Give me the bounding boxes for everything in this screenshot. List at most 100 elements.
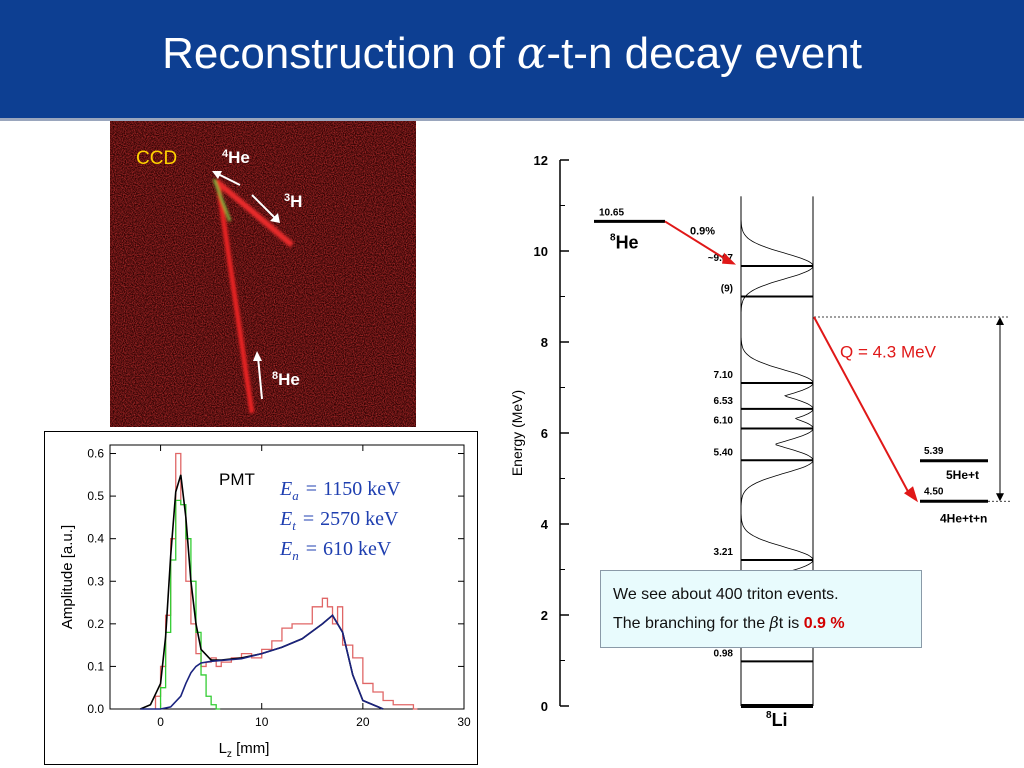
parent-energy-label: 10.65 [599, 207, 624, 218]
pmt-ytick-label: 0.1 [87, 659, 104, 673]
pmt-xtick-label: 30 [457, 715, 471, 729]
energy-value: 1150 keV [323, 478, 401, 500]
pmt-xlabel: Lz [mm] [219, 740, 270, 760]
label-3h: 3H [284, 192, 302, 211]
beta-arrow-head [722, 252, 736, 265]
q-value-label: Q = 4.3 MeV [840, 343, 937, 362]
pmt-xlabel-sub: z [227, 749, 232, 760]
arrow-8he [257, 356, 263, 400]
title-bar: Reconstruction of α-t-n decay event [0, 0, 1024, 121]
label-8he-symbol: He [278, 370, 300, 389]
level-ytick-label: 4 [541, 517, 549, 532]
pmt-ytick-label: 0.5 [87, 489, 104, 503]
energy-value: 2570 keV [320, 508, 399, 530]
energy-subscript: t [292, 518, 296, 533]
info-line-2-mid: t is [778, 615, 804, 632]
level-label: 6.53 [714, 396, 734, 407]
parent-symbol: He [616, 232, 639, 252]
energy-subscript: n [292, 548, 299, 563]
title-suffix: -t-n decay event [546, 29, 862, 78]
level-ytick-label: 2 [541, 608, 548, 623]
track-8he [215, 182, 255, 414]
info-box: We see about 400 triton events. The bran… [600, 570, 922, 648]
energy-value: 610 keV [323, 538, 392, 560]
q-arrow-head [904, 486, 918, 503]
track-3h [214, 178, 294, 248]
label-8he-mass: 8 [272, 370, 278, 382]
level-label: 6.10 [714, 415, 734, 426]
daughter-symbol: Li [772, 710, 788, 730]
page-title: Reconstruction of α-t-n decay event [0, 28, 1024, 79]
pmt-xlabel-main: L [219, 740, 227, 757]
label-3h-mass: 3 [284, 192, 290, 204]
ccd-image: CCD 4He 3H 8He [110, 121, 416, 427]
pmt-ytick-label: 0.0 [87, 702, 104, 716]
arrow-3h [251, 194, 277, 220]
pmt-energy-t: Et = 2570 keV [279, 508, 399, 533]
label-4he-mass: 4 [222, 148, 229, 160]
energy-equals: = [303, 508, 314, 530]
info-line-1: We see about 400 triton events. [613, 586, 839, 603]
label-8he: 8He [272, 370, 300, 389]
energy-equals: = [306, 478, 317, 500]
arrow-4he-head [212, 171, 222, 179]
level-ytick-label: 10 [534, 244, 548, 259]
q-span-head-top [996, 316, 1004, 325]
arrow-8he-head [253, 351, 262, 361]
info-line-2-prefix: The branching for the [613, 615, 770, 632]
pmt-chart: 0 10 20 30 0.0 0.1 0.2 0.3 0.4 0.5 0.6 PMT Ea = 1150… [44, 431, 478, 765]
pmt-ytick-label: 0.4 [87, 532, 104, 546]
label-4he: 4He [222, 148, 250, 167]
branching-value: 0.9 % [803, 615, 845, 632]
label-4he-symbol: He [228, 148, 250, 167]
parent-mass: 8 [610, 232, 616, 243]
ccd-noise [110, 121, 416, 427]
parent-nucleus: 8He [610, 232, 639, 252]
branch-label: 0.9% [690, 225, 715, 237]
pmt-plot-area [109, 444, 465, 710]
level-label: 3.21 [714, 547, 734, 558]
title-prefix: Reconstruction of [162, 29, 517, 78]
track-4he [212, 178, 232, 222]
ccd-label: CCD [136, 148, 177, 169]
beta-arrow [664, 220, 731, 263]
level-scheme: 0 2 4 6 8 10 12 Energy (MeV) ~9.67 (9) 7.10 6.53 6.… [509, 153, 1012, 730]
threshold-energy: 4.50 [924, 486, 944, 497]
energy-symbol: E [279, 538, 292, 560]
energy-equals: = [306, 538, 317, 560]
level-label: (9) [721, 284, 733, 295]
level-label: ~9.67 [708, 253, 734, 264]
pmt-energy-n: En = 610 keV [279, 538, 392, 563]
threshold-name: 4He+t+n [940, 511, 987, 525]
pmt-xtick-label: 0 [157, 715, 164, 729]
pmt-energy-a: Ea = 1150 keV [279, 478, 401, 503]
energy-symbol: E [279, 508, 292, 530]
level-ytick-label: 12 [534, 153, 548, 168]
threshold-energy: 5.39 [924, 446, 944, 457]
level-label: 0.98 [714, 648, 734, 659]
pmt-ytick-label: 0.3 [87, 574, 104, 588]
level-ylabel: Energy (MeV) [509, 390, 525, 476]
q-span-head-bottom [996, 493, 1004, 502]
daughter-mass: 8 [766, 710, 772, 721]
energy-subscript: a [292, 488, 299, 503]
label-3h-symbol: H [290, 192, 302, 211]
title-greek-alpha: α [516, 28, 547, 79]
energy-symbol: E [279, 478, 292, 500]
level-ytick-label: 6 [541, 426, 548, 441]
level-ytick-label: 8 [541, 335, 548, 350]
pmt-xlabel-unit: [mm] [232, 740, 270, 757]
pmt-ytick-label: 0.6 [87, 447, 104, 461]
level-widths [740, 196, 814, 589]
level-label: 7.10 [714, 370, 734, 381]
pmt-xtick-label: 20 [356, 715, 370, 729]
pmt-ylabel: Amplitude [a.u.] [59, 525, 76, 629]
pmt-xtick-label: 10 [255, 715, 269, 729]
threshold-name: 5He+t [946, 468, 979, 482]
q-arrow [813, 316, 911, 496]
arrow-3h-head [270, 213, 280, 223]
level-label: 5.40 [714, 447, 734, 458]
pmt-series-3 [140, 614, 384, 710]
info-greek-beta: β [769, 613, 779, 632]
daughter-nucleus: 8Li [766, 710, 788, 730]
